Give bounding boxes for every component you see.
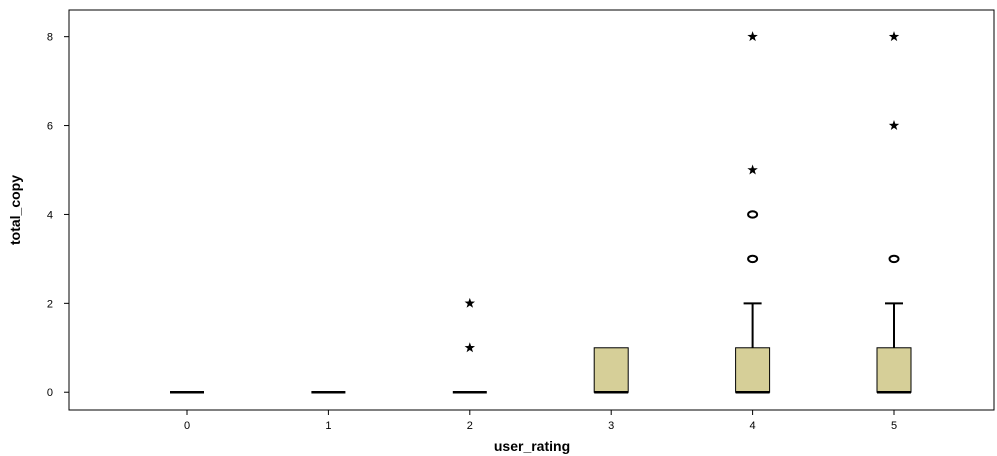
extreme-point: [888, 31, 900, 42]
iqr-box: [735, 347, 771, 393]
y-tick-label: 8: [47, 32, 53, 44]
box-group-3: [593, 347, 629, 394]
extreme-point: [747, 31, 758, 42]
x-tick-label: 5: [891, 420, 897, 432]
x-axis-label: user_rating: [494, 438, 570, 454]
plot-border: [68, 9, 995, 411]
x-tick-label: 0: [184, 420, 190, 432]
y-tick-label: 2: [47, 298, 53, 310]
iqr-box: [593, 347, 629, 393]
y-tick-label: 4: [47, 209, 53, 221]
y-axis: 0 2 4 6 8: [47, 32, 69, 399]
box-group-4: [735, 31, 771, 394]
x-tick-label: 2: [467, 420, 473, 432]
outlier-point: [747, 254, 759, 264]
outlier-point: [888, 254, 900, 264]
boxes: [170, 31, 912, 394]
extreme-point: [747, 164, 758, 175]
extreme-point: [888, 120, 900, 131]
y-axis-label: total_copy: [7, 175, 23, 245]
x-axis: 0 1 2 3 4 5: [184, 410, 897, 432]
plot-frame: [68, 9, 995, 411]
x-tick-label: 3: [608, 420, 614, 432]
y-tick-label: 0: [47, 387, 53, 399]
box-group-5: [876, 31, 912, 394]
extreme-point: [464, 297, 476, 308]
extreme-point: [464, 342, 476, 353]
x-tick-label: 4: [750, 420, 756, 432]
box-group-2: [452, 297, 487, 394]
iqr-box: [876, 347, 912, 393]
outlier-point: [747, 210, 759, 219]
y-tick-label: 6: [47, 121, 53, 133]
x-tick-label: 1: [325, 420, 331, 432]
